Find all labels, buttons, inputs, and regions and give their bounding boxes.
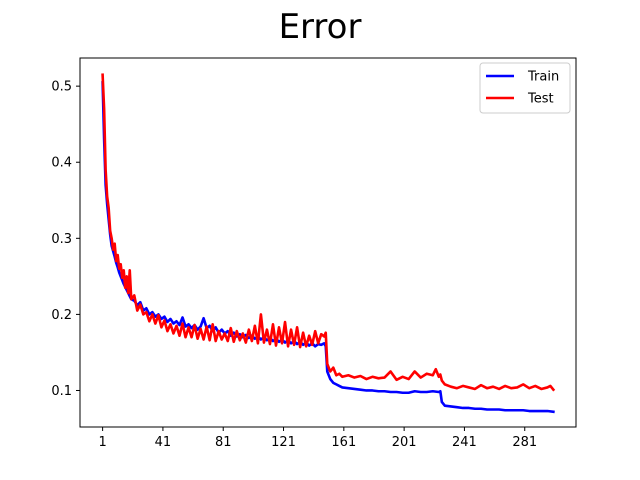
y-tick-label: 0.3 [51, 232, 72, 247]
y-axis: 0.1 0.2 0.3 0.4 0.5 [51, 80, 80, 399]
plot-area [79, 57, 577, 428]
x-tick-label: 121 [271, 435, 296, 450]
x-tick-label: 201 [392, 435, 417, 450]
legend-label-train: Train [527, 70, 559, 85]
y-tick-label: 0.5 [51, 80, 72, 95]
x-tick-label: 161 [331, 435, 356, 450]
y-tick-label: 0.2 [51, 308, 72, 323]
chart-title: Error [279, 7, 362, 47]
x-tick-label: 1 [98, 435, 106, 450]
plot-frame [79, 57, 577, 428]
y-tick-label: 0.4 [51, 156, 72, 171]
x-tick-label: 81 [215, 435, 232, 450]
legend-items: Train Test [486, 70, 559, 107]
x-tick-label: 241 [452, 435, 477, 450]
y-tick-label: 0.1 [51, 384, 72, 399]
x-axis: 1 41 81 121 161 201 241 281 [98, 427, 537, 450]
x-tick-label: 281 [512, 435, 537, 450]
legend-label-test: Test [527, 92, 554, 107]
series-line-test [101, 73, 556, 392]
x-tick-label: 41 [155, 435, 172, 450]
series-layer [101, 73, 556, 414]
legend: Train Test [479, 62, 571, 114]
